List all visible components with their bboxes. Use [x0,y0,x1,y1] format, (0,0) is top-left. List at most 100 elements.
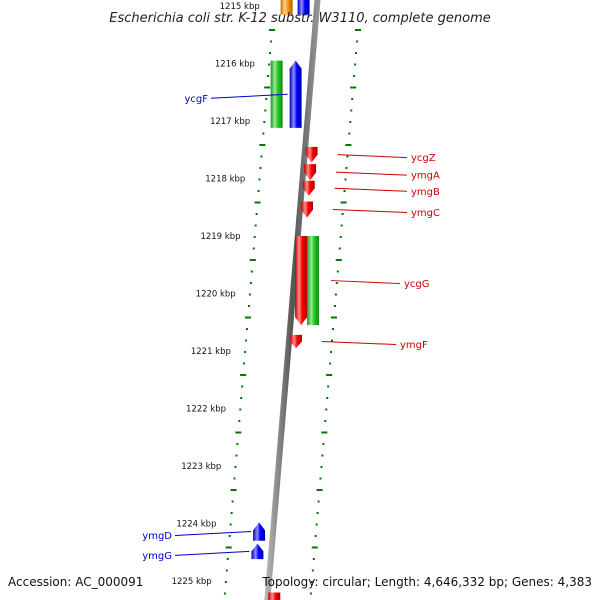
kbp-label: 1218 kbp [205,175,245,185]
gene-label-ymgB: ymgB [411,187,440,198]
outer-tick [320,466,323,468]
inner-tick [265,98,268,100]
outer-tick [340,201,347,204]
outer-tick [329,362,332,365]
inner-tick [230,512,233,514]
tick-marks [223,29,361,595]
outer-tick [348,132,351,135]
outer-tick [350,109,353,112]
kbp-scale: 1215 kbp 1216 kbp 1217 kbp 1218 kbp 1219 kbp… [172,2,260,587]
inner-tick [263,121,266,123]
gene-label-ymgF: ymgF [400,340,428,351]
inner-tick [255,213,258,215]
inner-tick [269,29,275,31]
inner-tick [238,420,241,422]
gene-label-ymgC: ymgC [411,208,440,219]
inner-tick [223,592,226,595]
outer-tick [346,155,349,158]
kbp-label: 1219 kbp [200,232,240,242]
outer-tick [311,569,314,572]
inner-tick [243,362,246,365]
inner-tick [246,328,249,330]
inner-tick [269,52,272,54]
label-leader-line [174,550,250,556]
inner-tick [235,454,238,457]
inner-tick [239,408,242,411]
inner-tick [234,466,237,468]
inner-tick [252,247,255,250]
outer-tick [340,224,343,227]
outer-tick [336,270,339,273]
outer-tick [317,500,320,503]
inner-tick [244,316,251,319]
label-leader-line [331,280,401,285]
gene-arrow-forward [289,334,302,349]
inner-tick [260,155,263,158]
inner-tick [245,339,248,342]
outer-tick [321,454,324,457]
label-leader-line [174,531,252,537]
outer-tick [353,75,356,77]
outer-tick [338,247,341,250]
kbp-label: 1225 kbp [172,577,212,587]
label-leader-line [336,171,408,176]
gene-labels: ycgF ycgZ ymgA ymgB ymgC ycgG ymgF ymgD ymgG [142,94,440,562]
inner-tick [253,236,256,238]
kbp-label: 1223 kbp [181,462,221,472]
outer-tick [326,374,333,376]
inner-tick [254,224,257,227]
gene-arrow-forward [305,146,318,163]
inner-tick [233,477,236,480]
inner-tick [249,282,252,284]
outer-tick [335,282,338,284]
gene-arrow-reverse [251,543,264,560]
outer-tick [314,535,317,537]
inner-tick [229,523,232,526]
outer-tick [326,397,329,399]
outer-tick [332,328,335,330]
kbp-label: 1222 kbp [186,405,226,415]
gene-arrow-reverse [253,522,266,541]
topology-summary: Topology: circular; Length: 4,646,332 bp… [261,575,592,589]
gene-label-ycgF: ycgF [184,94,208,105]
label-leader-line [321,341,397,346]
outer-tick [356,40,359,43]
map-title: Escherichia coli str. K-12 substr. W3110… [109,11,490,26]
outer-tick [339,236,342,238]
inner-tick [236,443,239,445]
outer-tick [345,167,348,169]
gene-arrow-forward [300,201,313,218]
outer-tick [309,592,312,595]
kbp-label: 1217 kbp [210,117,250,127]
outer-tick [333,305,336,307]
outer-tick [330,316,337,319]
outer-tick [312,558,315,560]
label-leader-line [337,154,408,159]
inner-tick [262,132,265,135]
label-leader-line [210,93,288,99]
gene-label-ymgA: ymgA [411,171,440,182]
outer-tick [330,351,333,353]
inner-tick [230,489,237,491]
inner-tick [228,535,231,537]
inner-tick [225,569,228,572]
gene-label-ycgG: ycgG [404,279,430,290]
outer-tick [354,63,357,66]
gene-label-ymgG: ymgG [142,551,172,562]
kbp-label: 1215 kbp [220,2,260,12]
inner-tick [259,167,262,169]
gene-arrow-reverse [297,0,310,15]
cds-feature-reverse [270,60,283,128]
gene-arrow-forward [268,592,281,600]
outer-tick [322,443,325,445]
outer-tick [321,431,328,434]
outer-tick [316,489,323,491]
outer-tick [331,339,334,342]
outer-tick [315,523,318,526]
inner-tick [231,500,234,503]
inner-tick [248,293,251,296]
inner-tick [264,109,267,112]
outer-tick [344,178,347,181]
inner-tick [226,558,229,560]
inner-tick [250,270,253,273]
